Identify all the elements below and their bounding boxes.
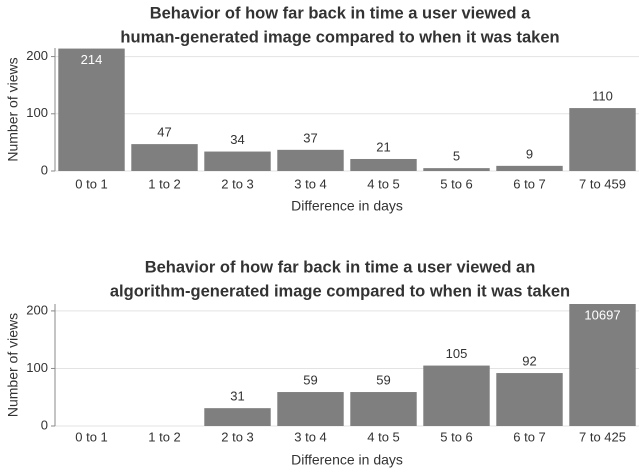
x-tick-label: 3 to 4 [294, 176, 327, 191]
y-tick-label: 200 [26, 48, 48, 63]
y-tick-label: 100 [26, 360, 48, 375]
x-axis-label: Difference in days [291, 452, 403, 468]
data-label: 10697 [584, 307, 620, 322]
data-label: 214 [81, 52, 103, 67]
x-tick-label: 7 to 459 [579, 176, 626, 191]
bar [277, 392, 344, 426]
x-tick-label: 5 to 6 [440, 176, 473, 191]
plot [58, 48, 636, 171]
y-tick-label: 0 [41, 417, 48, 432]
data-label: 9 [526, 146, 533, 161]
x-tick-label: 4 to 5 [367, 176, 400, 191]
data-label: 110 [592, 89, 613, 104]
x-tick-label: 2 to 3 [221, 429, 254, 444]
y-axis-label: Number of views [5, 57, 21, 161]
chart-title: human-generated image compared to when i… [120, 28, 559, 46]
x-tick-label: 1 to 2 [148, 176, 181, 191]
y-tick-label: 100 [26, 105, 48, 120]
x-tick-label: 4 to 5 [367, 429, 400, 444]
data-label: 59 [376, 372, 390, 387]
y-tick-label: 200 [26, 302, 48, 317]
data-label: 5 [453, 149, 460, 164]
data-label: 105 [446, 346, 468, 361]
x-tick-label: 0 to 1 [75, 429, 108, 444]
x-tick-label: 2 to 3 [221, 176, 254, 191]
chart-title: Behavior of how far back in time a user … [150, 4, 531, 22]
bar [496, 373, 563, 426]
data-label: 34 [230, 132, 244, 147]
bar [204, 408, 271, 426]
y-tick-label: 0 [41, 162, 48, 177]
x-tick-label: 6 to 7 [513, 429, 546, 444]
x-axis-label: Difference in days [291, 198, 403, 214]
data-label: 47 [157, 125, 171, 140]
bar [350, 392, 417, 426]
x-tick-label: 7 to 425 [579, 429, 626, 444]
x-tick-label: 6 to 7 [513, 176, 546, 191]
bar [423, 365, 490, 426]
bar [569, 304, 636, 426]
bar [423, 168, 490, 171]
bar [58, 48, 125, 171]
data-label: 31 [230, 389, 244, 404]
y-axis-label: Number of views [5, 313, 21, 417]
bar [131, 144, 198, 171]
data-label: 92 [522, 353, 536, 368]
x-tick-label: 1 to 2 [148, 429, 181, 444]
x-tick-label: 5 to 6 [440, 429, 473, 444]
x-tick-label: 0 to 1 [75, 176, 108, 191]
bar [496, 165, 563, 171]
data-label: 37 [303, 130, 317, 145]
x-tick-label: 3 to 4 [294, 429, 327, 444]
bar [204, 151, 271, 171]
chart-title: Behavior of how far back in time a user … [145, 258, 536, 276]
bar [569, 108, 636, 171]
bar [350, 158, 417, 171]
data-label: 59 [303, 372, 317, 387]
bar [277, 149, 344, 171]
chart-title: algorithm-generated image compared to wh… [110, 282, 570, 300]
plot [204, 304, 636, 426]
data-label: 21 [376, 139, 390, 154]
